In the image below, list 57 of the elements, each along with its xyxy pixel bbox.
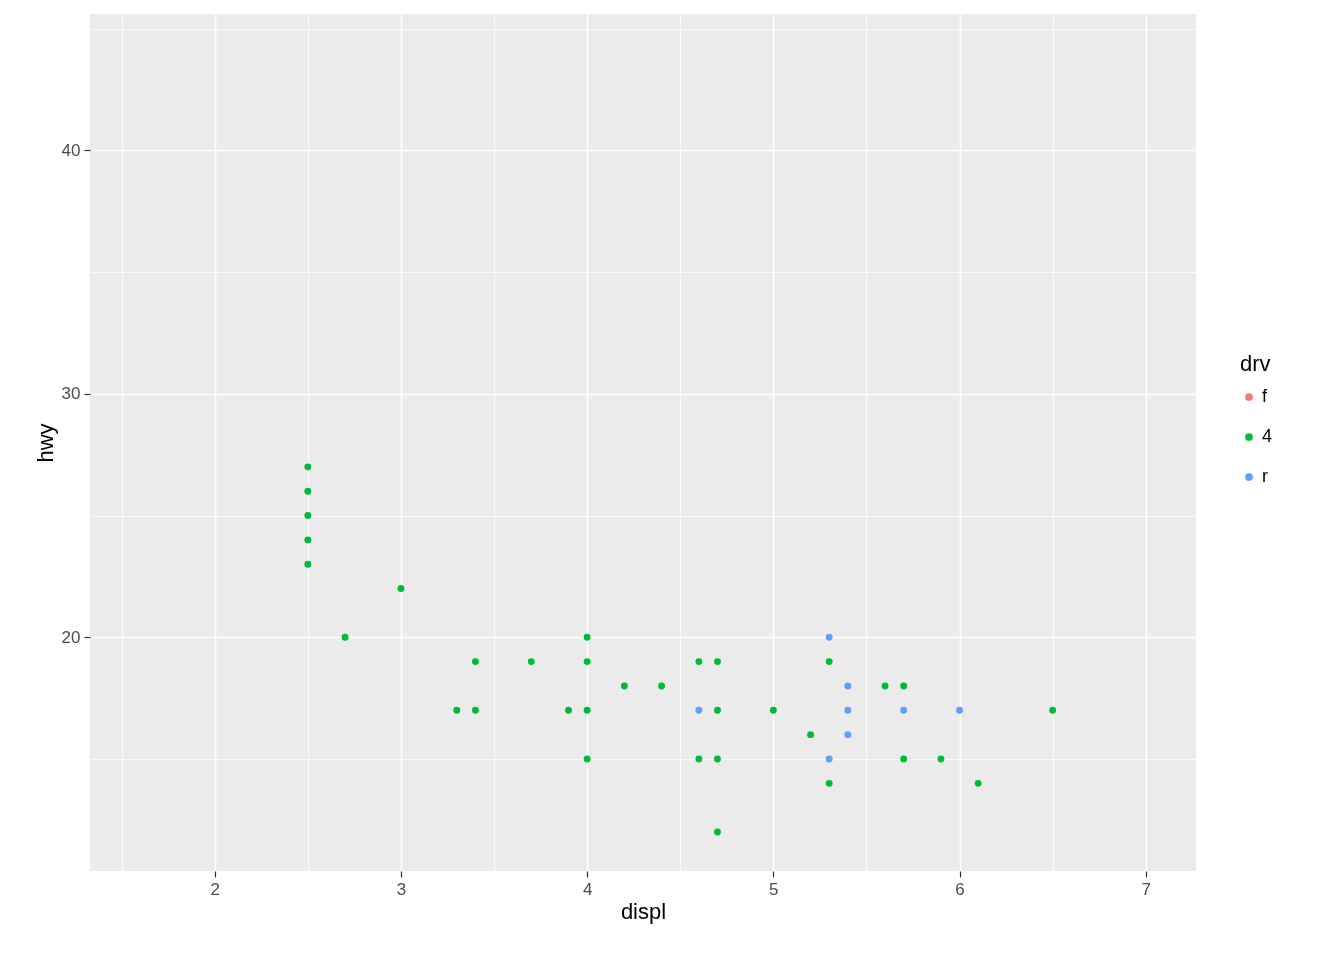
y-tick-label: 40	[61, 140, 81, 160]
legend-title: drv	[1240, 351, 1271, 376]
point	[714, 755, 721, 763]
x-tick-label: 6	[955, 879, 965, 899]
point	[714, 828, 721, 836]
y-axis-title: hwy	[32, 423, 58, 463]
point	[583, 755, 591, 763]
legend-label: 4	[1262, 426, 1273, 446]
point	[583, 633, 591, 641]
y-tick-label: 30	[61, 384, 81, 404]
point	[658, 682, 666, 690]
point	[304, 463, 312, 471]
point	[714, 706, 721, 714]
point	[825, 755, 833, 763]
point	[900, 706, 908, 714]
point	[825, 779, 833, 787]
point	[844, 682, 852, 690]
point	[844, 706, 852, 714]
point	[695, 706, 703, 714]
point	[956, 706, 963, 714]
point	[565, 706, 572, 714]
y-tick-label: 20	[61, 627, 81, 647]
point	[341, 633, 349, 641]
x-axis-title: displ	[620, 898, 667, 924]
point	[900, 682, 908, 690]
x-tick-label: 3	[396, 879, 407, 899]
point	[471, 706, 479, 714]
point	[304, 560, 312, 568]
point	[471, 658, 479, 666]
point	[695, 658, 703, 666]
point	[937, 755, 945, 763]
x-tick-label: 2	[210, 879, 220, 899]
point	[807, 731, 815, 739]
x-tick-label: 5	[769, 879, 779, 899]
point	[304, 487, 312, 495]
legend-label: f	[1262, 386, 1268, 406]
point	[527, 658, 535, 666]
x-tick-label: 7	[1141, 879, 1151, 899]
point	[304, 536, 312, 544]
point	[1049, 706, 1057, 714]
x-tick-label: 4	[582, 879, 593, 899]
point	[583, 706, 591, 714]
point	[769, 706, 777, 714]
point	[825, 658, 833, 666]
point	[974, 779, 982, 787]
point	[844, 731, 852, 739]
point	[881, 682, 889, 690]
point	[695, 755, 703, 763]
point	[825, 633, 833, 641]
point	[583, 658, 591, 666]
point	[900, 755, 908, 763]
point	[714, 658, 721, 666]
point	[620, 682, 628, 690]
point	[397, 585, 405, 593]
legend-label: r	[1262, 466, 1268, 486]
point	[304, 512, 312, 519]
point	[453, 706, 461, 714]
